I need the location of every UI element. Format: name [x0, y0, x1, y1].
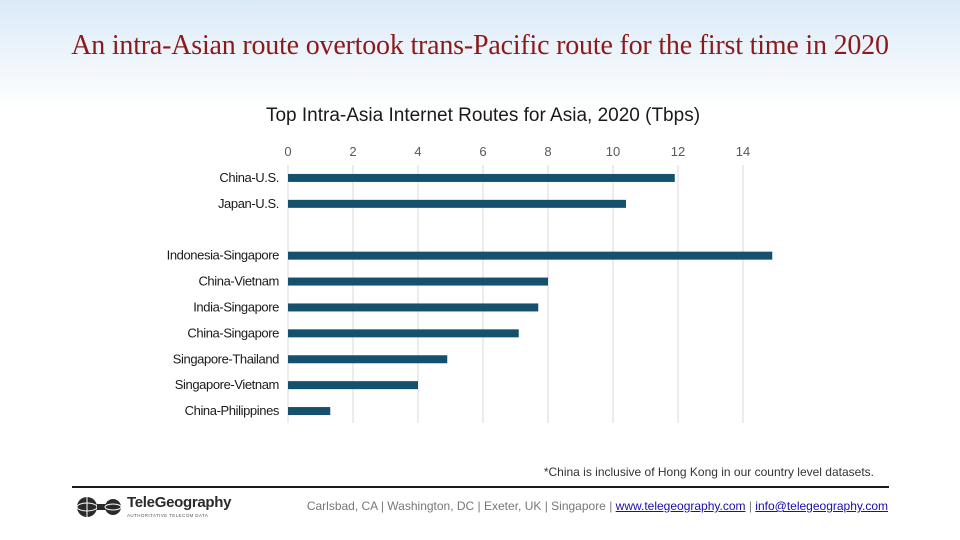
bar	[288, 277, 548, 286]
bar	[288, 407, 331, 416]
footnote: *China is inclusive of Hong Kong in our …	[543, 465, 874, 479]
x-tick-label: 10	[606, 144, 620, 159]
bar	[288, 173, 675, 182]
category-label: China-Singapore	[187, 325, 279, 340]
contact-separator: |	[605, 499, 616, 513]
bar	[288, 355, 448, 364]
website-link[interactable]: www.telegeography.com	[615, 499, 746, 513]
bar	[288, 381, 418, 390]
bar-chart: 0 2 4 6 8 10 12 14 China-U.S. Japan-U.S. Indonesia…	[167, 144, 773, 423]
category-label: India-Singapore	[193, 299, 279, 314]
logo-name: TeleGeography	[127, 494, 232, 511]
x-tick-label: 14	[736, 144, 750, 159]
category-label: China-Philippines	[185, 403, 280, 418]
bar	[288, 251, 773, 260]
x-tick-label: 2	[349, 144, 356, 159]
x-tick-label: 6	[479, 144, 486, 159]
email-link[interactable]: info@telegeography.com	[755, 499, 888, 513]
x-tick-label: 8	[544, 144, 551, 159]
contact-separator: |	[745, 499, 756, 513]
logo-globe-icon	[76, 497, 122, 517]
category-label: Japan-U.S.	[218, 196, 279, 211]
footer-divider	[72, 486, 889, 488]
category-label: Singapore-Vietnam	[175, 377, 279, 392]
slide-title: An intra-Asian route overtook trans-Paci…	[71, 30, 889, 61]
category-label: Indonesia-Singapore	[167, 248, 280, 263]
category-label: China-Vietnam	[198, 274, 279, 289]
x-tick-label: 12	[671, 144, 685, 159]
x-tick-label: 4	[414, 144, 421, 159]
office-locations: Carlsbad, CA | Washington, DC | Exeter, …	[306, 499, 606, 513]
x-tick-label: 0	[284, 144, 291, 159]
bar	[288, 199, 626, 208]
bar	[288, 329, 519, 338]
category-label: China-U.S.	[219, 170, 279, 185]
category-label: Singapore-Thailand	[173, 351, 279, 366]
chart-title: Top Intra-Asia Internet Routes for Asia,…	[265, 105, 701, 126]
logo-tagline: AUTHORITATIVE TELECOM DATA	[127, 513, 209, 518]
telegeography-logo: TeleGeography AUTHORITATIVE TELECOM DATA	[75, 494, 235, 524]
contact-info: Carlsbad, CA | Washington, DC | Exeter, …	[307, 499, 888, 513]
bar	[288, 303, 539, 312]
